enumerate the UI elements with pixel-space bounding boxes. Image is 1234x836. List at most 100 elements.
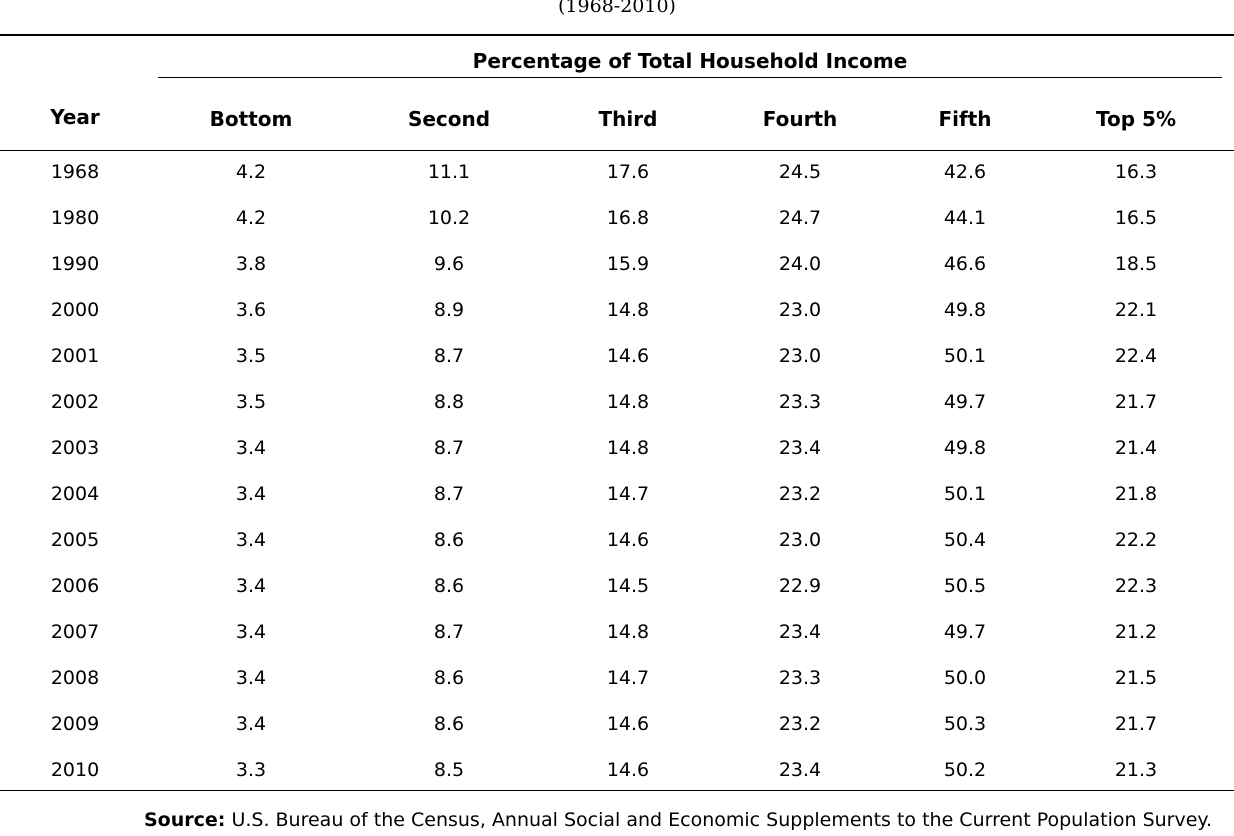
cell-bottom: 3.5	[235, 345, 267, 367]
cell-third: 14.8	[606, 391, 650, 413]
cell-third: 14.6	[606, 345, 650, 367]
column-header-top5: Top 5%	[1096, 107, 1176, 131]
table-row: 2000 3.6 8.9 14.8 23.0 49.8 22.1	[0, 287, 1234, 333]
cell-second: 8.7	[433, 621, 465, 643]
cell-top5: 16.3	[1114, 161, 1158, 183]
cell-year: 2002	[50, 391, 100, 413]
cell-second: 8.9	[433, 299, 465, 321]
cell-fifth: 42.6	[943, 161, 987, 183]
cell-top5: 21.5	[1114, 667, 1158, 689]
cell-year: 1980	[50, 207, 100, 229]
cell-bottom: 3.4	[235, 621, 267, 643]
cell-year: 2001	[50, 345, 100, 367]
cell-fourth: 23.0	[778, 529, 822, 551]
cell-top5: 21.7	[1114, 391, 1158, 413]
table-row: 1980 4.2 10.2 16.8 24.7 44.1 16.5	[0, 195, 1234, 241]
cell-bottom: 3.5	[235, 391, 267, 413]
cell-top5: 21.7	[1114, 713, 1158, 735]
cell-bottom: 4.2	[235, 207, 267, 229]
table-row: 2005 3.4 8.6 14.6 23.0 50.4 22.2	[0, 517, 1234, 563]
table-row: 1968 4.2 11.1 17.6 24.5 42.6 16.3	[0, 149, 1234, 195]
cell-fifth: 49.7	[943, 621, 987, 643]
cell-year: 2004	[50, 483, 100, 505]
cell-year: 2003	[50, 437, 100, 459]
cell-third: 14.8	[606, 437, 650, 459]
cell-fifth: 49.8	[943, 299, 987, 321]
cell-second: 8.6	[433, 713, 465, 735]
table-row: 2010 3.3 8.5 14.6 23.4 50.2 21.3	[0, 747, 1234, 793]
cell-third: 17.6	[606, 161, 650, 183]
cell-year: 2008	[50, 667, 100, 689]
cell-fifth: 49.7	[943, 391, 987, 413]
cell-third: 14.5	[606, 575, 650, 597]
cell-third: 14.8	[606, 621, 650, 643]
cell-second: 8.7	[433, 345, 465, 367]
cell-top5: 22.3	[1114, 575, 1158, 597]
group-header: Percentage of Total Household Income	[472, 49, 908, 73]
cell-year: 1990	[50, 253, 100, 275]
cell-year: 2006	[50, 575, 100, 597]
column-header-year: Year	[50, 105, 100, 129]
cell-fourth: 24.5	[778, 161, 822, 183]
cell-second: 8.7	[433, 437, 465, 459]
cell-second: 10.2	[427, 207, 471, 229]
cell-bottom: 3.4	[235, 713, 267, 735]
cell-top5: 22.1	[1114, 299, 1158, 321]
table-row: 2003 3.4 8.7 14.8 23.4 49.8 21.4	[0, 425, 1234, 471]
group-rule	[158, 77, 1222, 78]
cell-year: 2005	[50, 529, 100, 551]
cell-fourth: 23.2	[778, 713, 822, 735]
source-text: U.S. Bureau of the Census, Annual Social…	[231, 809, 1212, 831]
cell-bottom: 3.6	[235, 299, 267, 321]
header-rule	[0, 150, 1234, 151]
table-row: 1990 3.8 9.6 15.9 24.0 46.6 18.5	[0, 241, 1234, 287]
cell-third: 16.8	[606, 207, 650, 229]
cell-fourth: 23.4	[778, 437, 822, 459]
table-row: 2009 3.4 8.6 14.6 23.2 50.3 21.7	[0, 701, 1234, 747]
cell-second: 8.8	[433, 391, 465, 413]
cell-bottom: 3.8	[235, 253, 267, 275]
cell-fifth: 50.3	[943, 713, 987, 735]
source-label: Source:	[144, 809, 226, 831]
cell-fourth: 24.7	[778, 207, 822, 229]
table-row: 2001 3.5 8.7 14.6 23.0 50.1 22.4	[0, 333, 1234, 379]
cell-third: 14.7	[606, 483, 650, 505]
cell-year: 2010	[50, 759, 100, 781]
cell-fourth: 23.4	[778, 621, 822, 643]
cell-third: 14.6	[606, 529, 650, 551]
table-subtitle: (1968-2010)	[558, 0, 676, 17]
cell-bottom: 3.4	[235, 529, 267, 551]
table-row: 2007 3.4 8.7 14.8 23.4 49.7 21.2	[0, 609, 1234, 655]
cell-top5: 21.4	[1114, 437, 1158, 459]
cell-top5: 22.4	[1114, 345, 1158, 367]
column-header-fourth: Fourth	[762, 107, 838, 131]
top-rule	[0, 34, 1234, 36]
cell-top5: 16.5	[1114, 207, 1158, 229]
cell-second: 8.6	[433, 667, 465, 689]
cell-bottom: 3.4	[235, 483, 267, 505]
cell-second: 8.7	[433, 483, 465, 505]
cell-third: 14.6	[606, 759, 650, 781]
cell-second: 9.6	[433, 253, 465, 275]
cell-second: 8.6	[433, 529, 465, 551]
cell-top5: 21.3	[1114, 759, 1158, 781]
cell-third: 14.7	[606, 667, 650, 689]
table-row: 2008 3.4 8.6 14.7 23.3 50.0 21.5	[0, 655, 1234, 701]
cell-third: 15.9	[606, 253, 650, 275]
cell-fifth: 50.4	[943, 529, 987, 551]
cell-fifth: 50.0	[943, 667, 987, 689]
table-row: 2006 3.4 8.6 14.5 22.9 50.5 22.3	[0, 563, 1234, 609]
cell-fourth: 23.4	[778, 759, 822, 781]
cell-year: 2009	[50, 713, 100, 735]
column-header-second: Second	[407, 107, 491, 131]
column-header-bottom: Bottom	[209, 107, 293, 131]
cell-bottom: 3.4	[235, 575, 267, 597]
cell-fourth: 23.0	[778, 299, 822, 321]
cell-fifth: 50.1	[943, 345, 987, 367]
cell-top5: 21.2	[1114, 621, 1158, 643]
table-row: 2004 3.4 8.7 14.7 23.2 50.1 21.8	[0, 471, 1234, 517]
cell-third: 14.8	[606, 299, 650, 321]
cell-fifth: 46.6	[943, 253, 987, 275]
cell-fourth: 22.9	[778, 575, 822, 597]
